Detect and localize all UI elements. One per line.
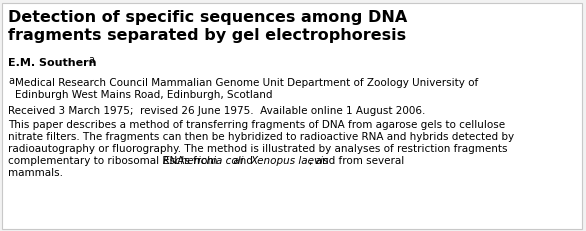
Text: a: a — [8, 76, 14, 86]
Text: Xenopus laevis: Xenopus laevis — [250, 156, 329, 166]
Text: nitrate filters. The fragments can then be hybridized to radioactive RNA and hyb: nitrate filters. The fragments can then … — [8, 132, 514, 142]
Text: Escherichia coli: Escherichia coli — [163, 156, 243, 166]
Text: and: and — [230, 156, 255, 166]
Text: E.M. Southern: E.M. Southern — [8, 58, 97, 68]
FancyBboxPatch shape — [2, 3, 582, 229]
Text: Medical Research Council Mammalian Genome Unit Department of Zoology University : Medical Research Council Mammalian Genom… — [15, 78, 478, 88]
Text: mammals.: mammals. — [8, 168, 63, 178]
Text: , and from several: , and from several — [309, 156, 404, 166]
Text: Received 3 March 1975;  revised 26 June 1975.  Available online 1 August 2006.: Received 3 March 1975; revised 26 June 1… — [8, 106, 425, 116]
Text: Detection of specific sequences among DNA: Detection of specific sequences among DN… — [8, 10, 407, 25]
Text: radioautography or fluorography. The method is illustrated by analyses of restri: radioautography or fluorography. The met… — [8, 144, 507, 154]
Text: complementary to ribosomal RNAs from: complementary to ribosomal RNAs from — [8, 156, 221, 166]
Text: This paper describes a method of transferring fragments of DNA from agarose gels: This paper describes a method of transfe… — [8, 120, 505, 130]
Text: a: a — [88, 55, 94, 65]
Text: Edinburgh West Mains Road, Edinburgh, Scotland: Edinburgh West Mains Road, Edinburgh, Sc… — [15, 90, 272, 100]
Text: fragments separated by gel electrophoresis: fragments separated by gel electrophores… — [8, 28, 406, 43]
